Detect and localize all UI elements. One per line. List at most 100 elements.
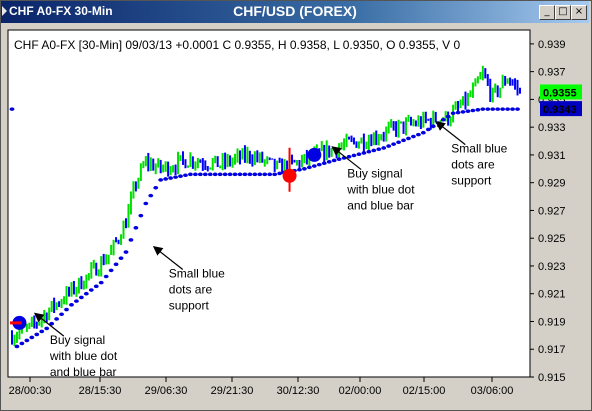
support-dot — [460, 110, 466, 114]
close-button[interactable]: × — [571, 5, 587, 20]
support-dot — [311, 164, 317, 168]
support-dot — [39, 329, 45, 334]
support-dot — [406, 136, 411, 141]
support-dot — [381, 146, 387, 150]
title-bar[interactable]: CHF A0-FX 30-Min CHF/USD (FOREX) _ □ × — [1, 1, 589, 23]
support-dot — [113, 262, 119, 267]
support-dot — [277, 171, 283, 176]
support-dot — [475, 108, 481, 112]
support-dot — [445, 114, 451, 119]
support-dot — [118, 256, 124, 260]
x-tick-label: 29/06:30 — [145, 385, 188, 397]
buy-signal-dot — [307, 147, 322, 162]
support-dot — [430, 124, 436, 129]
support-dot — [192, 172, 198, 177]
x-tick-label: 02/15:00 — [403, 385, 446, 397]
support-dot — [252, 172, 258, 177]
support-dot — [93, 284, 99, 289]
support-dot — [242, 172, 248, 177]
support-dot — [9, 107, 15, 111]
support-dot — [217, 172, 223, 177]
window-title: CHF A0-FX 30-Min — [9, 4, 113, 18]
support-dot — [366, 149, 372, 154]
support-dot — [54, 317, 60, 321]
support-dot — [391, 142, 397, 146]
support-dot — [183, 173, 188, 178]
annotations: Buy signal with blue dot and blue bar Small… — [33, 121, 508, 379]
y-tick-label: 0.929 — [538, 178, 566, 190]
support-dot — [123, 250, 129, 254]
support-dot — [128, 238, 134, 242]
plot-area — [7, 29, 531, 378]
support-dot — [88, 288, 94, 292]
support-dot — [178, 174, 183, 179]
support-dot — [168, 176, 173, 180]
annotation-text: Buy signal with blue dot and blue bar — [346, 167, 415, 213]
support-dot — [470, 108, 476, 113]
x-tick-label: 03/06:00 — [471, 385, 514, 397]
support-dot — [74, 299, 79, 303]
price-label-text: 0.9343 — [543, 104, 577, 116]
support-dot — [361, 151, 367, 155]
x-tick-label: 28/15:30 — [79, 385, 122, 397]
support-dot — [237, 172, 243, 177]
support-dot — [222, 172, 228, 177]
support-dot — [331, 158, 337, 163]
support-dot — [455, 110, 461, 115]
support-dot — [505, 107, 511, 111]
support-dot — [272, 172, 278, 177]
support-dot — [247, 172, 253, 177]
y-tick-label: 0.939 — [538, 39, 566, 51]
y-tick-label: 0.931 — [538, 150, 566, 162]
price-label-box — [540, 101, 582, 117]
support-dot — [207, 172, 213, 177]
support-dot — [351, 153, 357, 158]
annotation-text: Buy signal with blue dot and blue bar — [49, 333, 118, 379]
support-dot — [297, 167, 302, 172]
support-dot — [138, 213, 144, 218]
y-axis: 0.9390.9370.9350.9330.9310.9290.9270.925… — [530, 39, 566, 384]
support-dot — [420, 130, 426, 135]
support-dot — [34, 332, 40, 337]
chart-symbol-title: CHF/USD (FOREX) — [233, 3, 357, 19]
support-dot — [69, 303, 74, 307]
support-dot — [515, 107, 520, 111]
support-dot — [19, 341, 25, 346]
support-dot — [98, 280, 104, 285]
minimize-button[interactable]: _ — [539, 5, 555, 20]
y-tick-label: 0.923 — [538, 261, 566, 273]
support-dot — [510, 107, 515, 111]
x-tick-label: 02/00:00 — [339, 385, 382, 397]
signal-markers — [10, 147, 322, 330]
support-dot — [495, 107, 501, 111]
x-tick-label: 28/00:30 — [9, 385, 52, 397]
support-dot — [212, 172, 218, 177]
annotation-arrow — [331, 146, 362, 171]
support-dot — [396, 140, 401, 145]
support-dot — [371, 148, 377, 153]
support-dot — [143, 201, 149, 206]
support-dot — [376, 147, 382, 152]
support-dot — [262, 172, 268, 177]
support-dots — [9, 107, 520, 349]
support-dot — [227, 172, 233, 177]
y-tick-label: 0.921 — [538, 289, 566, 301]
support-dot — [490, 107, 496, 111]
support-dot — [202, 172, 208, 177]
sell-signal-dot — [282, 168, 297, 183]
support-dot — [24, 338, 30, 343]
support-dot — [148, 193, 154, 198]
support-dot — [416, 132, 421, 137]
window-menu-icon[interactable] — [2, 6, 7, 16]
support-dot — [316, 162, 322, 167]
support-dot — [44, 326, 50, 331]
support-dot — [158, 178, 164, 182]
y-tick-label: 0.925 — [538, 233, 566, 245]
support-dot — [163, 177, 169, 181]
x-tick-label: 30/12:30 — [277, 385, 320, 397]
maximize-button[interactable]: □ — [555, 5, 571, 20]
support-dot — [356, 152, 362, 157]
support-dot — [232, 172, 238, 177]
y-tick-label: 0.917 — [538, 344, 566, 356]
